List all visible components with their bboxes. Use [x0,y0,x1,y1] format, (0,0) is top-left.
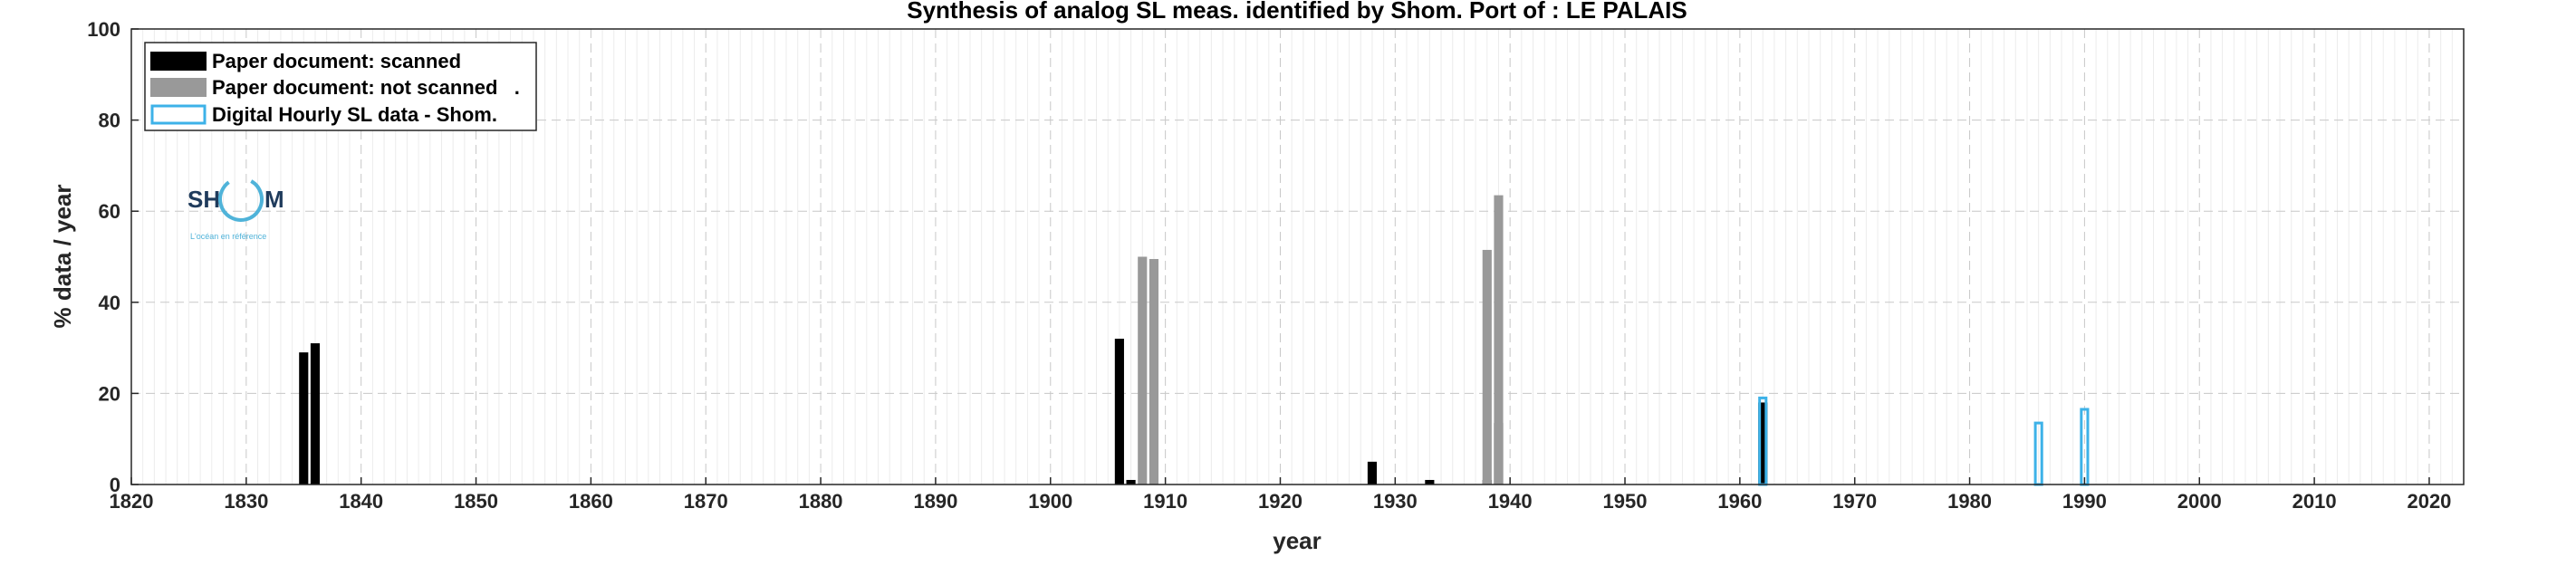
x-tick-label: 1880 [799,490,843,513]
x-tick-label: 1990 [2062,490,2107,513]
logo-wave-icon [218,177,264,222]
y-ticks: 0 20 40 60 80 100 [87,18,139,496]
y-tick-label: 80 [99,110,120,132]
legend-swatch-not-scanned [150,78,207,97]
legend-swatch-scanned [150,52,207,71]
x-tick-label: 2000 [2177,490,2222,513]
bar-not-scanned [1149,259,1159,484]
x-tick-label: 1940 [1488,490,1533,513]
bar-scanned [1126,479,1136,484]
x-tick-label: 1840 [339,490,383,513]
y-tick-label: 40 [99,292,120,314]
x-ticks: 1820 1830 1840 1850 1860 1870 1880 1890 1900 1910… [110,477,2451,513]
x-tick-label: 1830 [224,490,268,513]
x-tick-label: 1820 [110,490,154,513]
y-tick-label: 0 [110,474,120,496]
legend: Paper document: scanned Paper document: … [144,42,537,131]
logo-text-left: SH [187,186,220,213]
bar-scanned [1758,402,1768,484]
bar-not-scanned [1482,249,1492,484]
bars [299,195,2090,486]
legend-label-scanned: Paper document: scanned [212,50,461,72]
x-tick-label: 1910 [1143,490,1187,513]
y-tick-label: 20 [99,382,120,405]
logo-tagline: L'océan en référence [190,232,266,241]
x-tick-label: 1930 [1373,490,1418,513]
x-tick-label: 2010 [2292,490,2337,513]
bar-scanned [310,343,321,484]
x-tick-label: 1900 [1028,490,1072,513]
x-tick-label: 2020 [2407,490,2451,513]
bar-scanned [1367,461,1378,484]
y-axis-label: % data / year [49,185,76,329]
legend-label-digital: Digital Hourly SL data - Shom. [212,103,497,126]
x-tick-label: 1850 [454,490,498,513]
bar-not-scanned [1494,195,1504,484]
logo-text-right: M [264,186,284,213]
x-tick-label: 1980 [1947,490,1992,513]
chart-title: Synthesis of analog SL meas. identified … [907,0,1687,24]
bar-scanned [1425,479,1435,484]
legend-swatch-digital [150,104,207,125]
legend-box [144,42,537,131]
x-axis-label: year [1273,527,1322,554]
y-tick-label: 100 [87,18,120,41]
legend-label-not-scanned: Paper document: not scanned . [212,76,520,99]
shom-logo: SH M L'océan en référence [187,177,284,241]
x-tick-label: 1890 [913,490,957,513]
x-tick-label: 1950 [1603,490,1648,513]
x-tick-label: 1970 [1832,490,1877,513]
y-tick-label: 60 [99,200,120,223]
x-tick-label: 1860 [569,490,613,513]
x-tick-label: 1920 [1258,490,1302,513]
x-tick-label: 1960 [1717,490,1762,513]
bar-not-scanned [1138,256,1148,484]
bar-scanned [299,352,309,484]
grid-minor [142,29,2453,484]
bar-scanned [1114,339,1124,484]
plot-frame [130,28,2465,485]
x-tick-label: 1870 [684,490,728,513]
